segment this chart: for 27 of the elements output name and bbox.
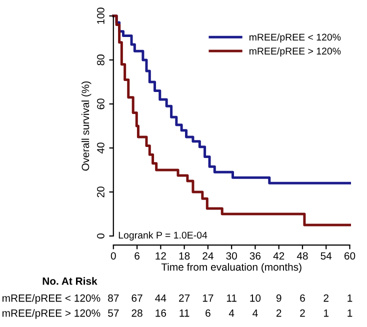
x-tick-label: 30 [226,252,237,260]
y-tick-label: 0 [97,234,104,238]
x-tick-label: 0 [110,252,116,260]
x-tick-label: 12 [156,252,166,260]
y-tick-label: 100 [97,8,104,24]
x-axis-title: Time from evaluation (months) [161,263,302,273]
y-tick-label: 20 [97,186,104,198]
text: 87 67 44 27 17 11 10 9 6 2 1 [108,294,352,302]
x-tick-label: 36 [250,252,261,260]
y-tick-label: 40 [97,142,104,154]
x-tick-label: 6 [134,252,140,260]
x-tick-label: 48 [296,252,308,260]
text: mREE/pREE < 120% [2,294,100,304]
text: 57 28 16 11 6 4 4 2 2 1 1 [108,309,352,317]
x-tick-label: 42 [273,252,284,260]
legend-label: mREE/pREE > 120% [250,47,341,56]
annotation: Logrank P = 1.0E-04 [118,231,208,241]
x-tick-label: 60 [344,252,356,260]
y-axis-title: Overall survival (%) [81,81,92,171]
x-tick-label: 24 [202,252,214,260]
text: mREE/pREE > 120% [2,309,100,319]
text: No. At Risk [42,277,98,285]
y-tick-label: 80 [97,54,104,66]
x-tick-label: 18 [179,252,190,260]
y-tick-label: 60 [97,98,104,110]
legend-label: mREE/pREE < 120% [250,33,341,43]
x-tick-label: 54 [320,252,332,260]
